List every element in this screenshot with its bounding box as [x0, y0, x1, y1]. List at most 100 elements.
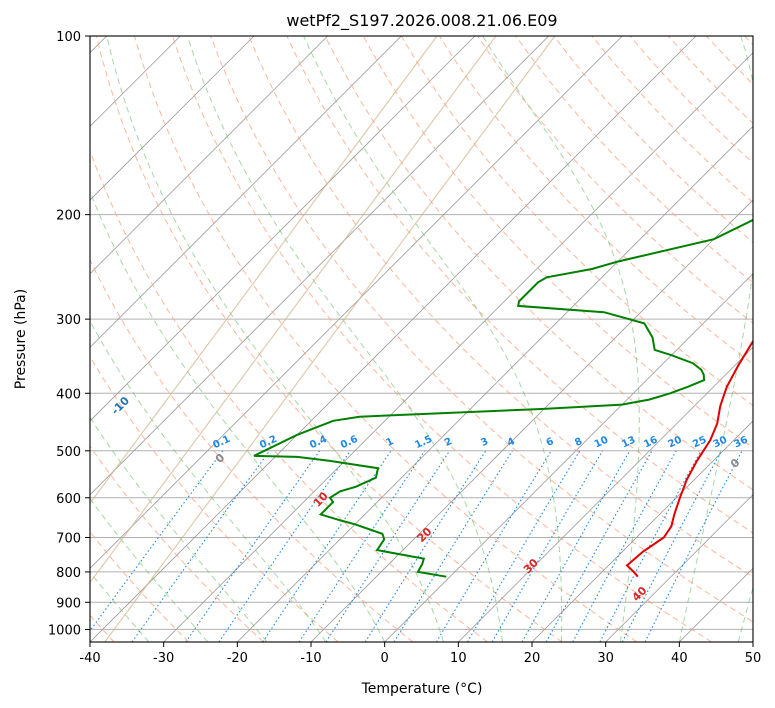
mixing-ratio-label: 25	[691, 435, 708, 451]
mixing-ratio-line	[545, 450, 653, 642]
moist-adiabat-line	[737, 585, 753, 642]
x-tick-label: 10	[450, 651, 467, 666]
mixing-ratio-label: 0.1	[211, 434, 232, 451]
chart-title: wetPf2_S197.2026.008.21.06.E09	[286, 11, 557, 31]
mixing-ratio-line	[325, 450, 451, 642]
moist-adiabat-line	[90, 190, 386, 642]
isotherm-line	[90, 36, 402, 348]
dry-adiabat-line	[172, 36, 712, 642]
temperature-line	[625, 339, 753, 578]
dry-adiabat-line	[553, 36, 753, 244]
isotherm-line	[605, 494, 753, 642]
mixing-ratio-label: 36	[732, 435, 749, 451]
mixing-ratio-line	[262, 450, 392, 642]
mixing-ratio-line	[185, 450, 321, 642]
x-tick-label: -30	[153, 651, 174, 666]
mixing-ratio-line	[572, 450, 677, 642]
mixing-ratio-label: 3	[479, 436, 490, 449]
y-tick-label: 400	[56, 387, 81, 402]
mixing-ratio-line	[644, 450, 743, 642]
isotherm-line	[163, 52, 753, 642]
dry-adiabat-line	[744, 36, 753, 46]
mixing-ratio-label: 0.4	[308, 434, 329, 451]
moist-adiabat-line	[90, 416, 268, 642]
dry-adiabat-line	[95, 36, 563, 642]
mixing-ratio-label: 10	[593, 435, 610, 451]
mixing-ratio-line	[218, 450, 351, 642]
dry-adiabat-label: -10	[109, 394, 132, 417]
trajectory-line	[104, 36, 556, 642]
x-axis-label: Temperature (°C)	[361, 681, 483, 697]
x-tick-label: 0	[381, 651, 389, 666]
y-tick-label: 800	[56, 566, 81, 581]
mixing-ratio-line	[298, 450, 426, 642]
isotherm-line	[752, 641, 753, 642]
dry-adiabat-line	[90, 355, 339, 642]
mixing-ratio-label: 4	[506, 436, 517, 449]
mixing-ratio-label: 13	[620, 435, 637, 451]
isotherm-line	[90, 36, 623, 569]
isotherm-line	[237, 125, 753, 642]
plot-frame	[89, 35, 754, 643]
y-tick-label: 500	[56, 445, 81, 460]
line-labels: 0.1 0.2 0.4 0.6 1 1.5 2 3 4 6 8 10 13 16 20 25 30 36-1001…	[109, 394, 750, 604]
moist-adiabat-line	[678, 36, 753, 642]
dry-adiabat-line	[90, 258, 414, 642]
x-tick-label: -20	[227, 651, 248, 666]
dewpoint-line	[253, 218, 753, 578]
y-tick-label: 900	[56, 596, 81, 611]
mixing-ratio-line	[467, 450, 581, 642]
mixing-ratio-label: 1	[384, 436, 395, 449]
isotherm-line	[458, 346, 753, 642]
dry-adiabat-line	[324, 36, 753, 491]
isotherm-line	[90, 36, 549, 496]
x-tick-label: 50	[745, 651, 762, 666]
mixing-ratio-line	[435, 450, 552, 642]
dry-adiabat-line	[515, 36, 753, 284]
moist-adiabat-line	[90, 497, 209, 642]
isotherm-line	[90, 36, 697, 642]
y-tick-label: 200	[56, 209, 81, 224]
isotherm-line	[531, 420, 753, 642]
y-axis-label: Pressure (hPa)	[13, 289, 29, 389]
moist-adiabat-line	[186, 36, 503, 642]
y-tick-label: 1000	[48, 623, 81, 638]
dry-adiabat-line	[90, 445, 264, 642]
series-layer	[253, 218, 753, 578]
dry-adiabat-line	[667, 36, 753, 125]
mixing-ratio-label: 6	[545, 436, 556, 449]
y-tick-label: 700	[56, 532, 81, 547]
mixing-ratio-line	[131, 450, 271, 642]
x-tick-label: 20	[524, 651, 541, 666]
mixing-ratio-label: 20	[666, 435, 683, 451]
mixing-ratio-line	[90, 450, 224, 632]
dry-adiabat-line	[90, 149, 488, 642]
isotherm-line	[679, 567, 753, 642]
mixing-ratio-label: 16	[642, 435, 659, 451]
x-tick-label: 40	[671, 651, 688, 666]
dry-adiabat-line	[477, 36, 753, 324]
moist-adiabat-line	[482, 36, 640, 642]
dry-adiabat-label: 0	[213, 451, 228, 466]
mixing-ratio-label: 8	[573, 436, 584, 449]
dry-adiabat-label: 30	[521, 556, 541, 576]
dry-adiabat-line	[705, 36, 753, 85]
x-axis: -40 -30 -20 -10 0 10 20 30 40 50	[79, 642, 761, 666]
dry-adiabat-line	[286, 36, 753, 534]
parcel-marker-label: 0	[728, 456, 743, 471]
dry-adiabat-line	[133, 36, 638, 642]
isotherm-line	[90, 36, 328, 275]
mixing-ratio-line	[364, 450, 487, 642]
x-tick-label: -40	[79, 651, 100, 666]
dry-adiabat-line	[248, 36, 753, 578]
mixing-ratio-label: 2	[443, 436, 454, 449]
trajectory-line	[90, 36, 438, 505]
y-tick-label: 600	[56, 492, 81, 507]
y-tick-label: 300	[56, 313, 81, 328]
moist-adiabat-line	[303, 36, 563, 642]
reference-lines	[90, 36, 753, 642]
grid-layer	[90, 36, 753, 642]
dry-adiabat-line	[210, 36, 753, 623]
isotherm-line	[90, 36, 255, 201]
